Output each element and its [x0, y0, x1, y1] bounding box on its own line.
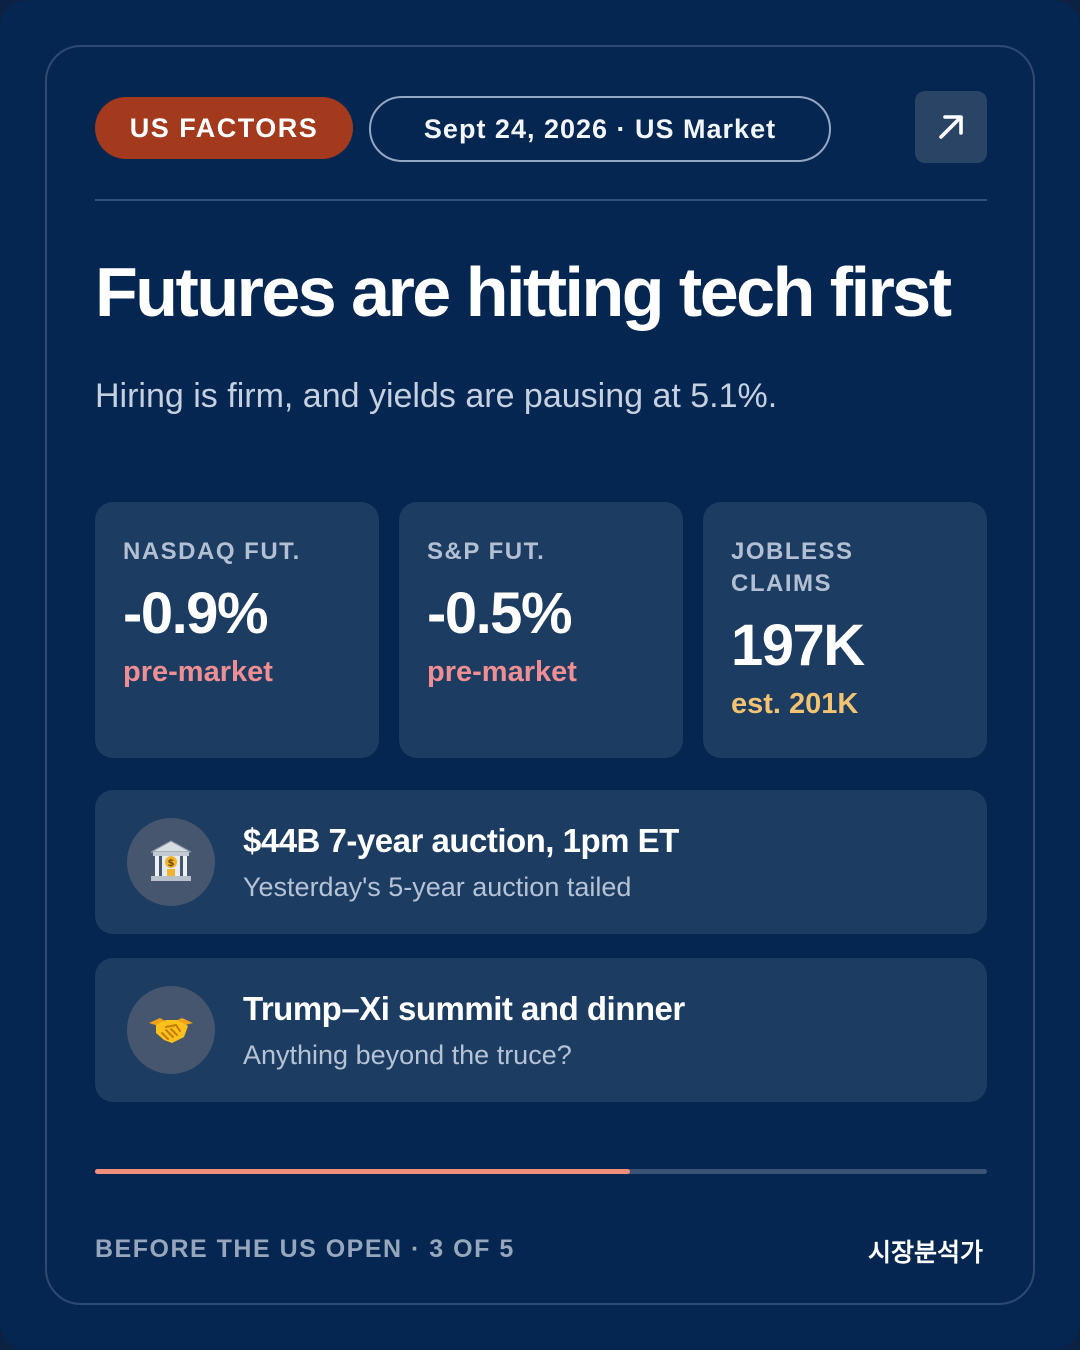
open-link-button[interactable] [915, 91, 987, 163]
svg-text:$: $ [168, 858, 175, 869]
stat-value: -0.5% [427, 581, 573, 646]
stat-card-jobless: JOBLESS CLAIMS 197K est. 201K [703, 502, 987, 758]
subheadline: Hiring is firm, and yields are pausing a… [95, 377, 778, 415]
story-card: US FACTORS Sept 24, 2026 · US Market Fut… [45, 45, 1035, 1305]
header-divider [95, 199, 987, 201]
stat-note: est. 201K [731, 688, 859, 720]
headline: Futures are hitting tech first [95, 253, 952, 331]
stat-note: pre-market [123, 656, 273, 688]
event-title: Trump–Xi summit and dinner [243, 990, 685, 1027]
card-header: US FACTORS Sept 24, 2026 · US Market [95, 91, 987, 163]
arrow-up-right-icon [939, 115, 963, 139]
stat-label: JOBLESS CLAIMS [731, 538, 854, 597]
category-tag: US FACTORS [95, 97, 353, 159]
footer-caption: BEFORE THE US OPEN · 3 OF 5 [95, 1235, 515, 1263]
stat-value: 197K [731, 613, 865, 678]
stat-note: pre-market [427, 656, 577, 688]
brand-name: 시장분석가 [867, 1239, 983, 1267]
stat-value: -0.9% [123, 581, 269, 646]
progress-fill [95, 1169, 631, 1174]
event-title: $44B 7-year auction, 1pm ET [243, 822, 679, 859]
progress-bar [95, 1169, 987, 1174]
stat-card-nasdaq: NASDAQ FUT. -0.9% pre-market [95, 502, 379, 758]
stat-label: S&P FUT. [427, 538, 546, 565]
handshake-icon [127, 986, 215, 1074]
event-row-summit: Trump–Xi summit and dinner Anything beyo… [95, 958, 987, 1102]
bank-icon: $ [127, 818, 215, 906]
stat-card-sp: S&P FUT. -0.5% pre-market [399, 502, 683, 758]
stat-label: NASDAQ FUT. [123, 538, 301, 565]
event-row-auction: $ $44B 7-year auction, 1pm ET Yesterday'… [95, 790, 987, 934]
event-subtitle: Anything beyond the truce? [243, 1040, 572, 1070]
event-subtitle: Yesterday's 5-year auction tailed [243, 872, 632, 902]
date-pill: Sept 24, 2026 · US Market [369, 96, 831, 162]
